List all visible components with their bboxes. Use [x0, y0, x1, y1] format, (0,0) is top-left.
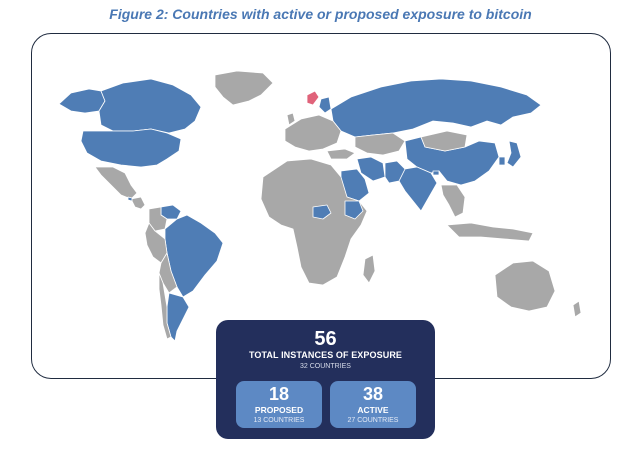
region-india — [398, 166, 438, 212]
region-el-salvador — [127, 196, 133, 202]
active-card: 38 ACTIVE 27 COUNTRIES — [330, 381, 416, 428]
region-united-states — [80, 128, 182, 168]
region-japan — [506, 140, 522, 168]
active-countries-count: 27 COUNTRIES — [347, 417, 399, 424]
region-bhutan — [432, 170, 440, 176]
region-turkey — [326, 148, 356, 160]
proposed-card: 18 PROPOSED 13 COUNTRIES — [236, 381, 322, 428]
region-russia — [330, 78, 542, 138]
proposed-value: 18 — [268, 384, 290, 404]
region-central-america — [130, 196, 146, 210]
active-label: ACTIVE — [357, 405, 389, 415]
exposure-summary-panel: 56 TOTAL INSTANCES OF EXPOSURE 32 COUNTR… — [216, 320, 435, 439]
world-map-frame — [31, 33, 611, 379]
region-chile — [158, 272, 172, 340]
region-central-african-republic — [312, 204, 332, 220]
world-map — [58, 70, 582, 342]
figure-title: Figure 2: Countries with active or propo… — [109, 6, 532, 22]
active-value: 38 — [362, 384, 384, 404]
total-instances-label: TOTAL INSTANCES OF EXPOSURE — [248, 350, 403, 360]
total-countries-count: 32 COUNTRIES — [300, 363, 351, 370]
region-mongolia — [420, 130, 468, 152]
region-finland — [318, 96, 332, 114]
region-australia — [494, 260, 556, 312]
region-uk — [286, 112, 296, 126]
region-ethiopia — [344, 200, 364, 220]
region-europe — [284, 114, 342, 152]
region-alaska — [58, 88, 106, 114]
region-norway — [306, 90, 320, 106]
proposed-countries-count: 13 COUNTRIES — [253, 417, 305, 424]
total-instances-value: 56 — [314, 328, 337, 350]
region-pakistan — [384, 160, 406, 184]
region-greenland — [214, 70, 274, 106]
region-mexico — [94, 166, 138, 200]
region-new-zealand — [572, 300, 582, 318]
region-canada — [98, 78, 202, 134]
region-southeast-asia — [440, 184, 466, 218]
region-indonesia — [446, 222, 534, 242]
proposed-label: PROPOSED — [254, 405, 304, 415]
region-south-korea — [498, 156, 506, 166]
region-africa — [260, 158, 368, 286]
region-madagascar — [362, 254, 376, 284]
region-kazakhstan — [354, 132, 406, 156]
